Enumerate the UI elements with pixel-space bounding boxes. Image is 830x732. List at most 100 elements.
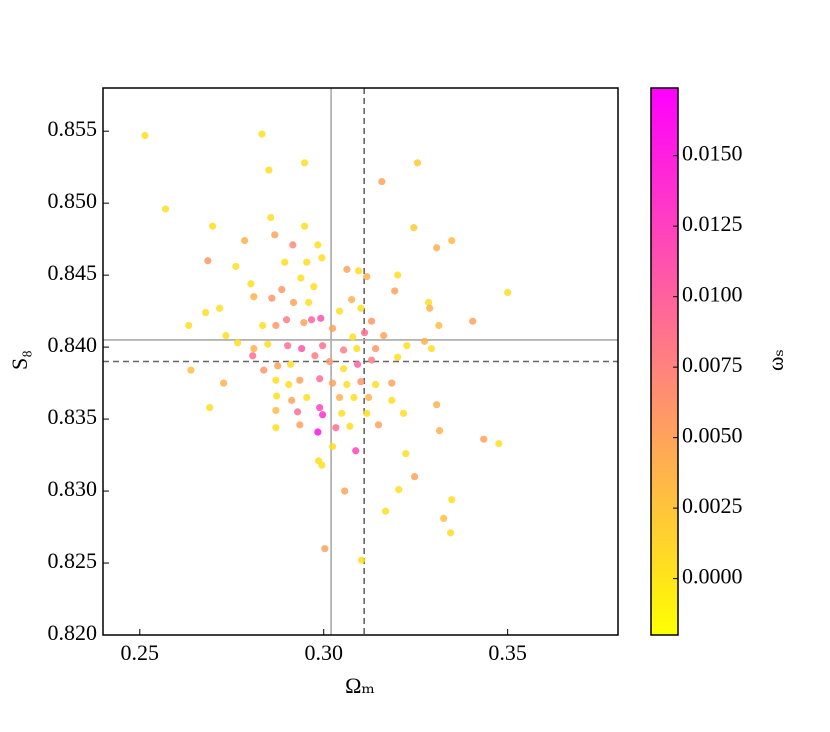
point (232, 262, 240, 271)
point (206, 403, 214, 412)
point (403, 342, 411, 350)
point (317, 314, 325, 322)
point (357, 378, 365, 386)
point (433, 401, 441, 409)
point (352, 447, 360, 455)
point (316, 375, 324, 383)
y-tick-label: 0.840 (48, 332, 98, 357)
x-tick-label: 0.30 (304, 640, 343, 665)
point (371, 380, 380, 389)
point (367, 356, 376, 364)
point (371, 344, 380, 353)
point (346, 422, 354, 430)
point (328, 442, 337, 451)
point (318, 461, 326, 469)
point (335, 393, 344, 402)
point (328, 379, 337, 387)
point (204, 257, 212, 265)
colorbar-tick-label: 0.0125 (682, 211, 743, 236)
point (267, 213, 275, 222)
point (350, 393, 358, 402)
y-tick-label: 0.855 (48, 116, 98, 141)
point (357, 304, 365, 312)
point (216, 304, 224, 312)
y-axis-label: S₈ (7, 350, 32, 370)
point (272, 406, 280, 415)
colorbar-tick-label: 0.0050 (682, 423, 743, 448)
point (381, 507, 390, 515)
point (314, 241, 322, 249)
point (343, 380, 351, 389)
point (495, 439, 503, 448)
point (303, 393, 311, 402)
point (349, 333, 357, 341)
y-tick-label: 0.830 (48, 476, 98, 501)
point (395, 486, 403, 494)
point (260, 366, 268, 374)
point (264, 340, 272, 348)
y-tick-label: 0.850 (48, 188, 98, 213)
point (504, 288, 512, 297)
point (310, 283, 318, 291)
point (426, 304, 434, 312)
point (272, 424, 280, 432)
point (298, 344, 306, 353)
point (274, 362, 282, 370)
point (241, 236, 249, 245)
point (410, 224, 418, 232)
point (378, 177, 386, 186)
point (220, 379, 228, 387)
point (249, 352, 257, 360)
point (278, 285, 286, 294)
colorbar-label: ωₛ (763, 349, 788, 371)
point (353, 360, 362, 368)
point (272, 321, 280, 330)
point (273, 392, 281, 400)
point (399, 409, 408, 417)
colorbar-tick-label: 0.0150 (682, 141, 743, 166)
colorbar-tick-label: 0.0000 (682, 564, 743, 589)
point (413, 159, 422, 167)
point (360, 329, 369, 337)
point (447, 529, 455, 537)
point (259, 321, 267, 330)
point (388, 379, 396, 387)
point (433, 244, 441, 252)
y-tick-label: 0.845 (48, 260, 98, 285)
point (358, 556, 366, 564)
point (343, 265, 351, 273)
point (328, 324, 337, 332)
point (185, 321, 193, 330)
point (187, 366, 195, 374)
point (319, 411, 327, 419)
point (250, 293, 258, 301)
point (209, 222, 217, 230)
point (367, 317, 376, 325)
point (288, 396, 296, 404)
point (435, 321, 443, 330)
point (285, 380, 293, 389)
point (282, 316, 291, 324)
point (341, 487, 349, 495)
point (394, 353, 402, 361)
point (339, 365, 348, 373)
point (296, 376, 304, 384)
point (348, 296, 356, 304)
point (300, 222, 309, 230)
point (391, 287, 399, 295)
point (318, 254, 326, 262)
point (332, 424, 340, 432)
colorbar (650, 87, 679, 636)
point (316, 403, 324, 412)
colorbar-tick-label: 0.0075 (682, 352, 743, 377)
point (420, 337, 429, 345)
point (338, 409, 346, 417)
point (363, 409, 371, 417)
point (250, 344, 258, 353)
point (480, 435, 488, 443)
point (388, 396, 396, 404)
point (427, 344, 436, 353)
point (303, 258, 311, 266)
point (305, 298, 313, 307)
